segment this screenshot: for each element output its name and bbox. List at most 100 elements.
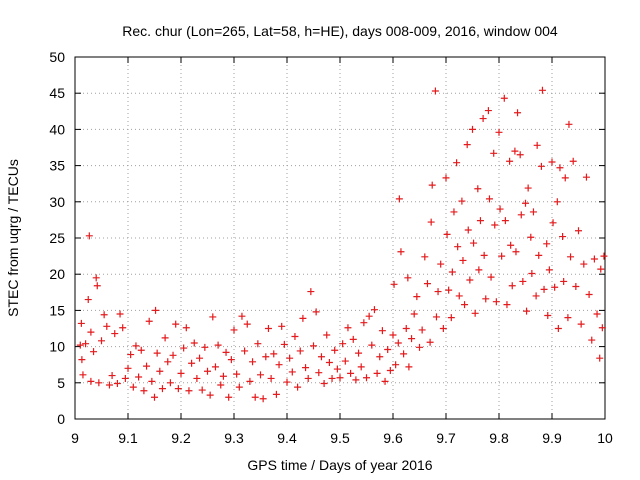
data-point [476,217,484,225]
data-point [466,276,474,284]
data-point [448,268,456,276]
data-point [95,379,103,387]
data-point [506,157,514,165]
data-point [135,373,143,381]
data-point [597,265,605,273]
data-point [185,387,193,395]
data-point [302,364,310,372]
data-point [196,354,204,362]
data-point [588,336,596,344]
y-tick-labels: 0 5 10 15 20 25 30 35 40 45 50 [49,49,65,427]
data-point [124,364,132,372]
data-point [280,340,288,348]
data-point [545,266,553,274]
data-point [543,240,551,248]
y-tick-label: 30 [49,194,65,210]
data-point [548,158,556,166]
data-point [470,239,478,247]
data-point [299,314,307,322]
data-point [116,310,124,318]
data-point [524,184,532,192]
data-point [585,290,593,298]
data-point [82,340,90,348]
data-point [264,325,272,332]
data-point [172,320,180,328]
data-point [551,283,559,291]
data-point [474,185,482,193]
data-point [400,350,408,358]
data-point [556,164,564,172]
y-tick-label: 15 [49,302,65,318]
data-point [320,380,328,388]
data-point [394,339,402,347]
chart-title: Rec. chur (Lon=265, Lat=58, h=HE), days … [122,23,558,39]
y-tick-label: 35 [49,158,65,174]
data-point [450,208,458,216]
data-point [233,370,241,378]
data-point [153,349,161,357]
data-point [100,311,108,319]
data-point [461,301,469,309]
data-point [423,280,431,288]
data-point [514,109,522,117]
data-point [463,141,471,149]
y-tick-label: 0 [57,411,65,427]
data-point [312,308,320,316]
data-point [257,371,264,379]
data-point [137,346,145,354]
x-tick-label: 9.4 [277,430,297,446]
data-point [182,324,190,332]
data-point [561,174,569,182]
data-point [336,374,344,382]
data-point [217,381,225,389]
data-point [180,344,188,352]
data-point [201,343,209,351]
data-point [527,233,535,241]
data-point [267,374,275,382]
data-point [158,385,166,393]
data-point [484,107,492,115]
data-point [304,374,312,382]
data-point [92,274,100,282]
axis-ticks [74,56,606,420]
data-point [533,141,541,149]
x-axis-title: GPS time / Days of year 2016 [247,457,432,473]
y-tick-label: 45 [49,85,65,101]
y-tick-label: 20 [49,266,65,282]
data-point [471,309,479,317]
data-point [105,381,113,389]
data-point [596,354,604,362]
data-point [204,367,211,375]
data-point [532,292,540,300]
data-point [434,288,442,296]
data-point [392,361,400,369]
y-tick-label: 50 [49,49,65,65]
data-point [140,387,148,395]
data-point [567,253,575,261]
data-point [549,219,557,227]
data-point [564,314,572,322]
data-point [270,350,278,358]
data-point [480,251,488,259]
data-point [507,241,515,249]
data-point [296,347,304,355]
data-point [227,356,235,364]
data-point [143,362,151,370]
data-point [272,390,280,398]
data-point [151,393,158,401]
data-point [598,324,606,332]
data-point [381,377,389,385]
data-point [121,374,129,382]
data-point [459,256,467,264]
data-point [206,391,214,399]
data-point [129,383,137,391]
data-point [315,369,323,377]
data-point [246,377,254,385]
data-point [490,149,498,157]
data-point [333,365,341,373]
data-point [386,366,394,374]
data-point [405,363,413,371]
data-point [522,199,529,207]
data-point [593,310,601,318]
data-point [517,211,525,219]
